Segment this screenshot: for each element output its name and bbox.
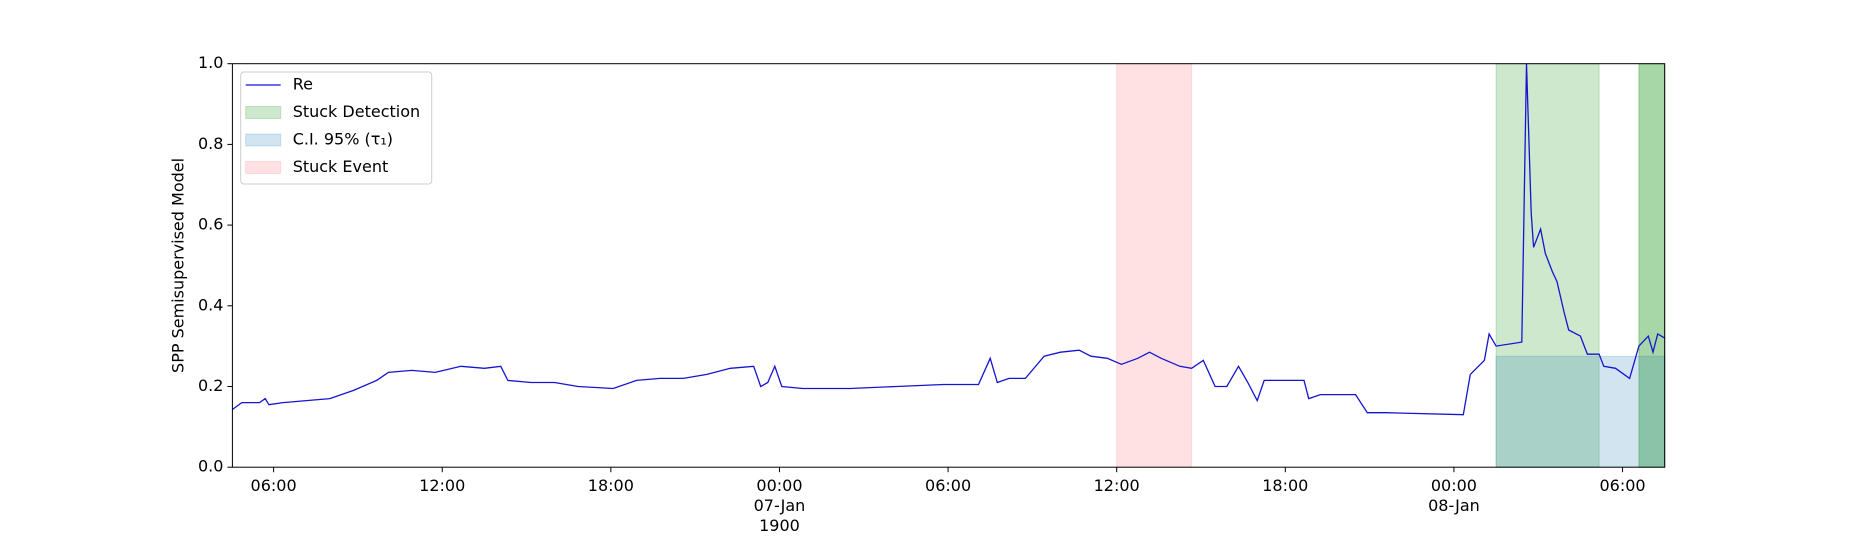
x-tick-label: 18:00 xyxy=(1262,476,1309,496)
y-tick-label: 0.4 xyxy=(198,295,223,314)
legend-label: Stuck Event xyxy=(293,157,389,176)
span xyxy=(1495,355,1666,468)
legend-label: Re xyxy=(293,75,313,94)
legend-label: C.I. 95% (τ₁) xyxy=(293,130,393,149)
y-tick-label: 0.8 xyxy=(198,134,223,153)
span xyxy=(1638,63,1666,468)
chart: 0.0 0.2 0.4 0.6 0.8 1.0 SPP Semisupervised Mod… xyxy=(169,53,1666,476)
x-tick-label: 06:00 xyxy=(1599,476,1646,496)
x-tick-label: 12:00 xyxy=(1093,476,1140,496)
x-tick-label: 00:00 08-Jan xyxy=(1428,476,1480,516)
x-tick-label: 00:00 07-Jan 1900 xyxy=(753,476,806,536)
span xyxy=(1495,63,1600,468)
legend-swatch xyxy=(245,133,282,147)
y-tick-label: 0.2 xyxy=(198,376,223,395)
y-tick-label: 0.6 xyxy=(198,215,223,234)
x-tick-label: 06:00 xyxy=(925,476,972,496)
x-tick-label: 18:00 xyxy=(587,476,634,496)
legend-swatch xyxy=(245,161,282,174)
axes-frame xyxy=(231,63,1666,468)
legend-box xyxy=(240,71,433,185)
x-tick-label: 06:00 xyxy=(250,476,297,496)
legend-swatch xyxy=(245,106,282,119)
span xyxy=(1116,63,1193,468)
y-tick-label: 0.0 xyxy=(198,457,223,476)
y-tick-label: 1.0 xyxy=(198,53,223,72)
page: 0.0 0.2 0.4 0.6 0.8 1.0 SPP Semisupervised Mod… xyxy=(168,53,1666,536)
x-tick-label: 12:00 xyxy=(419,476,466,496)
legend-label: Stuck Detection xyxy=(293,102,420,121)
line xyxy=(232,63,1666,416)
y-axis-label: SPP Semisupervised Model xyxy=(169,158,188,373)
